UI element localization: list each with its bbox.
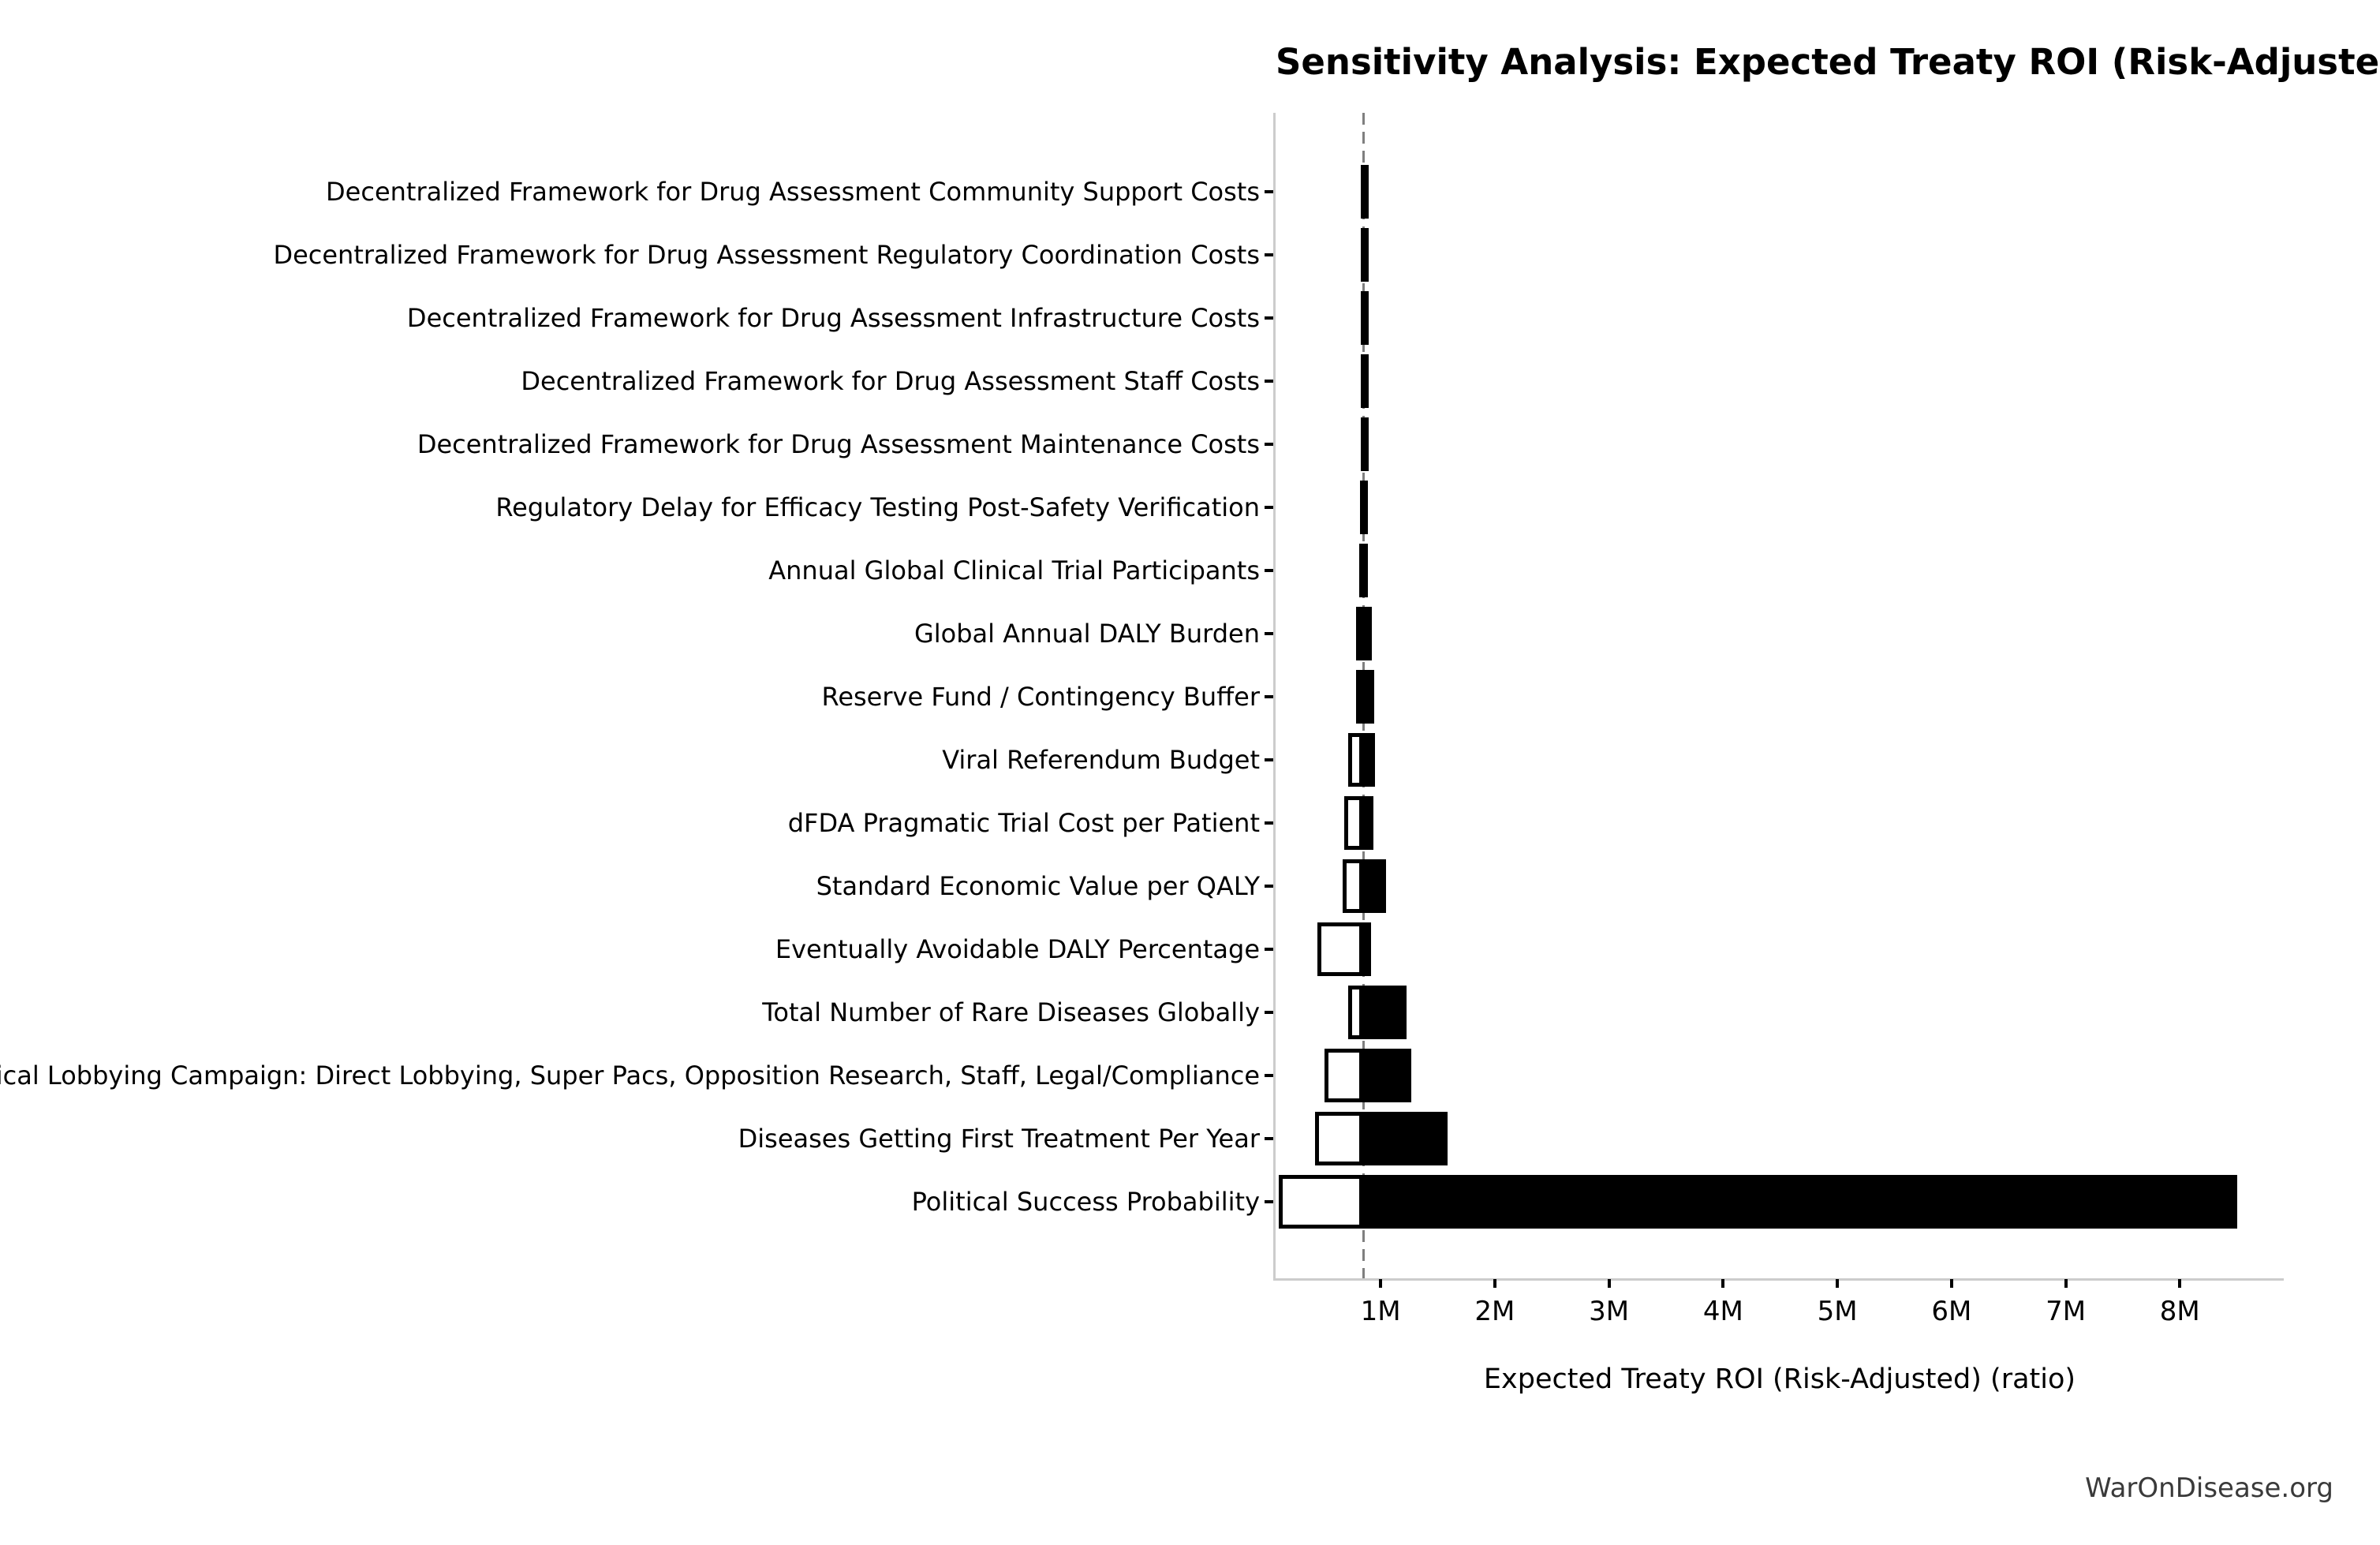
tornado-bar-high [1363,1112,1448,1165]
y-axis-tick [1265,316,1273,320]
tornado-bar-high [1363,165,1366,219]
tornado-bar-high [1363,354,1367,408]
x-tick-label: 3M [1589,1296,1630,1327]
tornado-bar-low [1314,1112,1364,1165]
y-tick-label: Viral Referendum Budget [942,745,1260,775]
x-axis-tick [1379,1279,1383,1288]
tornado-bar-high [1363,1049,1412,1102]
tornado-bar-low [1348,733,1364,787]
y-tick-label: dFDA Pragmatic Trial Cost per Patient [787,808,1260,838]
y-tick-label: Decentralized Framework for Drug Assessm… [521,366,1260,396]
y-tick-label: Decentralized Framework for Drug Assessm… [273,240,1260,270]
y-axis-tick [1265,632,1273,635]
tornado-bar-high [1363,859,1386,913]
x-tick-label: 7M [2046,1296,2087,1327]
tornado-bar-high [1363,291,1366,345]
tornado-bar-high [1363,733,1376,787]
x-tick-label: 5M [1817,1296,1858,1327]
y-axis-tick [1265,569,1273,572]
y-axis-tick [1265,190,1273,193]
x-tick-label: 2M [1474,1296,1515,1327]
x-axis-tick [2178,1279,2182,1288]
x-axis-tick [1721,1279,1725,1288]
y-axis-tick [1265,1074,1273,1077]
tornado-bar-low [1343,796,1364,850]
tornado-bar-high [1363,1175,2237,1229]
x-axis-tick [1607,1279,1611,1288]
y-axis-tick [1265,380,1273,383]
x-tick-label: 1M [1360,1296,1401,1327]
y-tick-label: Political Lobbying Campaign: Direct Lobb… [0,1061,1260,1090]
y-axis-tick [1265,758,1273,761]
x-axis-tick [1949,1279,1953,1288]
tornado-bar-low [1356,607,1365,660]
tornado-bar-low [1317,922,1364,976]
y-tick-label: Decentralized Framework for Drug Assessm… [326,177,1260,207]
y-tick-label: Regulatory Delay for Efficacy Testing Po… [495,492,1260,522]
x-tick-label: 8M [2159,1296,2200,1327]
chart-title: Sensitivity Analysis: Expected Treaty RO… [1276,41,2380,83]
tornado-bar-high [1363,922,1372,976]
tornado-bar-high [1363,481,1367,534]
y-tick-label: Annual Global Clinical Trial Participant… [768,556,1260,585]
tornado-bar-high [1363,417,1367,471]
tornado-bar-high [1363,607,1372,660]
tornado-bar-low [1348,986,1364,1039]
tornado-bar-high [1363,544,1368,597]
y-tick-label: Total Number of Rare Diseases Globally [762,997,1260,1027]
y-tick-label: Standard Economic Value per QALY [816,871,1260,901]
tornado-bar-low [1324,1049,1364,1102]
x-axis-tick [1836,1279,1840,1288]
y-tick-label: Decentralized Framework for Drug Assessm… [417,429,1260,459]
y-axis-tick [1265,948,1273,951]
x-axis-tick [1493,1279,1496,1288]
y-axis-tick [1265,1137,1273,1140]
y-axis-tick [1265,821,1273,825]
tornado-bar-low [1279,1175,1364,1229]
y-axis-tick [1265,1011,1273,1014]
y-axis-tick [1265,253,1273,256]
y-axis-tick [1265,443,1273,446]
x-axis-tick [2064,1279,2068,1288]
y-axis-tick [1265,1200,1273,1203]
y-axis-tick [1265,506,1273,509]
tornado-bar-high [1363,796,1374,850]
y-tick-label: Eventually Avoidable DALY Percentage [775,934,1260,964]
y-axis-tick [1265,695,1273,698]
x-tick-label: 6M [1931,1296,1972,1327]
plot-area [1273,113,2284,1281]
y-tick-label: Political Success Probability [911,1187,1260,1217]
y-tick-label: Diseases Getting First Treatment Per Yea… [738,1124,1260,1154]
y-tick-label: Global Annual DALY Burden [914,619,1260,649]
tornado-bar-high [1363,986,1407,1039]
x-tick-label: 4M [1702,1296,1743,1327]
y-axis-tick [1265,885,1273,888]
tornado-bar-high [1363,670,1374,724]
y-tick-label: Decentralized Framework for Drug Assessm… [406,303,1260,333]
x-axis-title: Expected Treaty ROI (Risk-Adjusted) (rat… [1483,1364,2076,1395]
y-tick-label: Reserve Fund / Contingency Buffer [821,682,1260,712]
tornado-bar-low [1356,670,1365,724]
footer-watermark: WarOnDisease.org [2085,1472,2333,1504]
tornado-bar-high [1363,228,1366,282]
tornado-bar-low [1342,859,1364,913]
